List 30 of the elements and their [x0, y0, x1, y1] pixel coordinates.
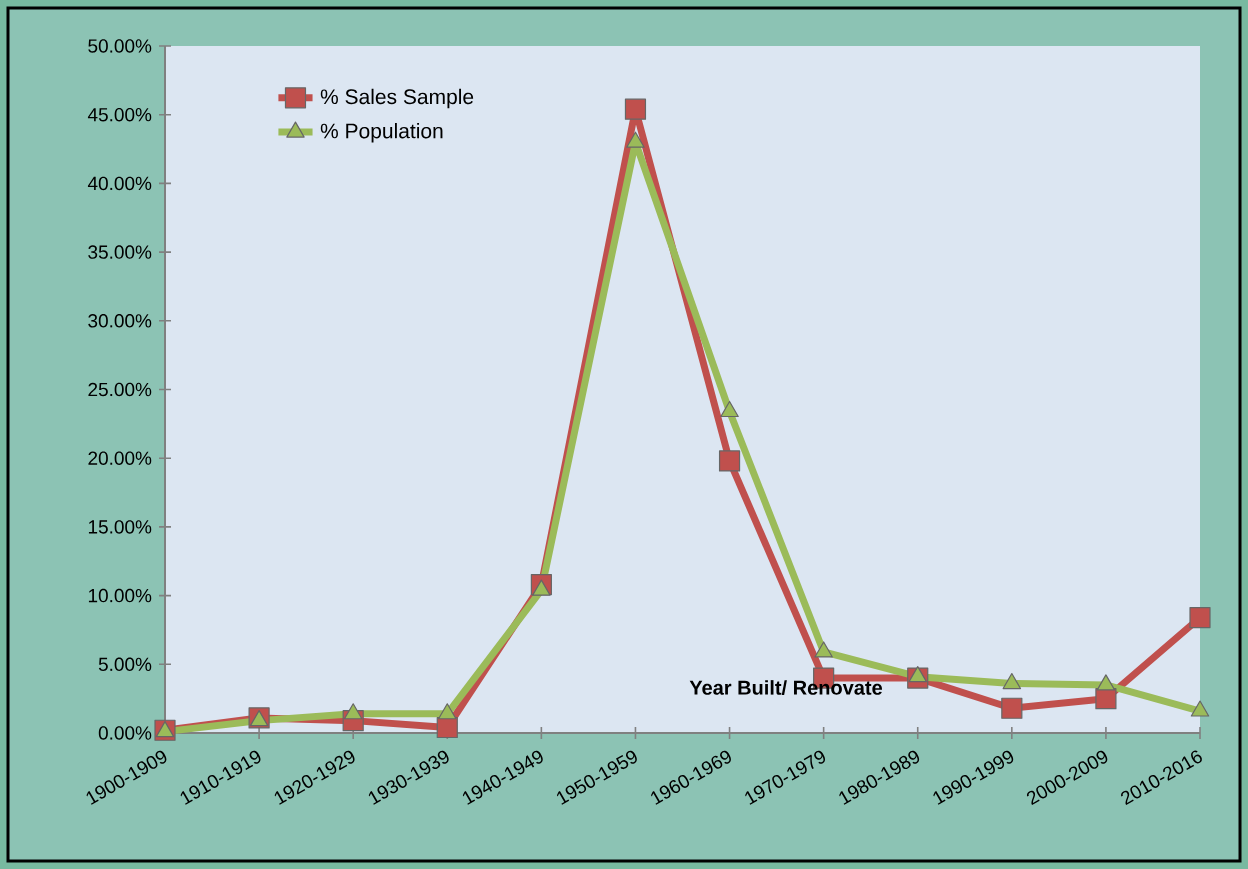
y-tick-label: 45.00% [87, 107, 152, 122]
point [438, 703, 457, 720]
point [436, 716, 458, 739]
y-tick-label: 5.00% [98, 657, 152, 672]
point [1190, 700, 1210, 717]
point [626, 131, 645, 148]
legend-label: % Population [320, 122, 443, 143]
y-tick-label: 35.00% [88, 245, 152, 259]
point [814, 641, 833, 658]
point [1095, 688, 1117, 710]
point [624, 98, 647, 120]
y-tick-label: 20.00% [88, 451, 152, 465]
y-tick-label: 10.00% [88, 588, 152, 603]
point [1001, 697, 1023, 719]
y-tick-label: 25.00% [88, 382, 152, 397]
point [1002, 672, 1022, 690]
point [532, 579, 551, 596]
y-tick-label: 50.00% [88, 39, 152, 53]
y-tick-label: 15.00% [88, 520, 152, 534]
point [720, 400, 739, 418]
y-tick-label: 0.00% [98, 726, 152, 740]
point [908, 666, 927, 683]
y-tick-label: 40.00% [87, 176, 152, 191]
x-axis-title: Year Built/ Renovate [689, 680, 883, 696]
y-tick-label: 30.00% [88, 314, 152, 328]
legend-label: % Sales Sample [320, 88, 474, 109]
point [1189, 606, 1211, 629]
point [718, 450, 741, 472]
point [343, 703, 363, 720]
point [1096, 674, 1116, 691]
